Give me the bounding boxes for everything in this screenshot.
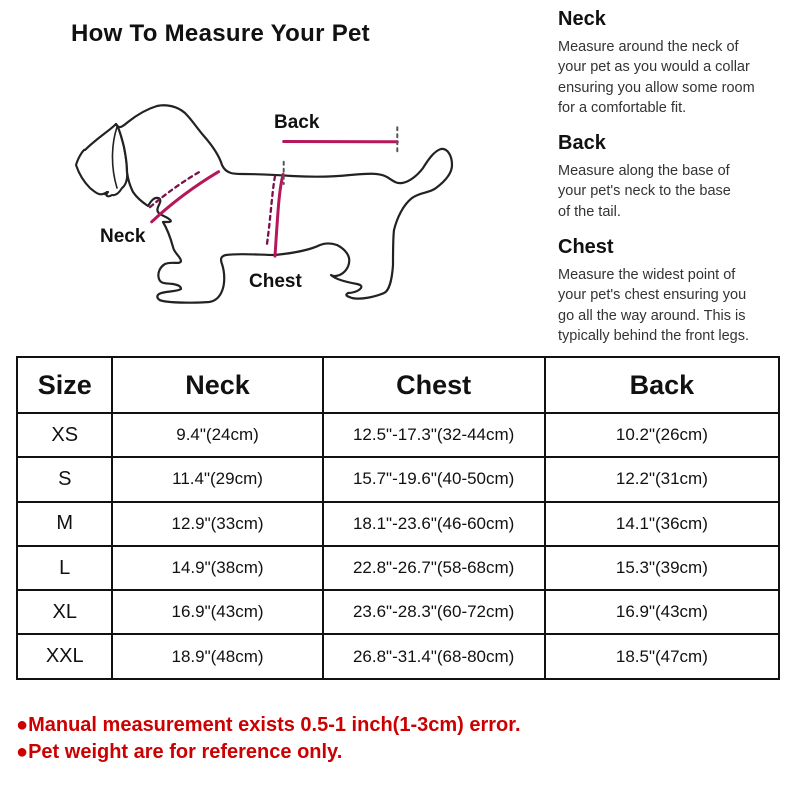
svg-text:Back: Back xyxy=(274,112,320,133)
svg-text:Neck: Neck xyxy=(100,226,146,247)
svg-text:Chest: Chest xyxy=(249,271,302,292)
